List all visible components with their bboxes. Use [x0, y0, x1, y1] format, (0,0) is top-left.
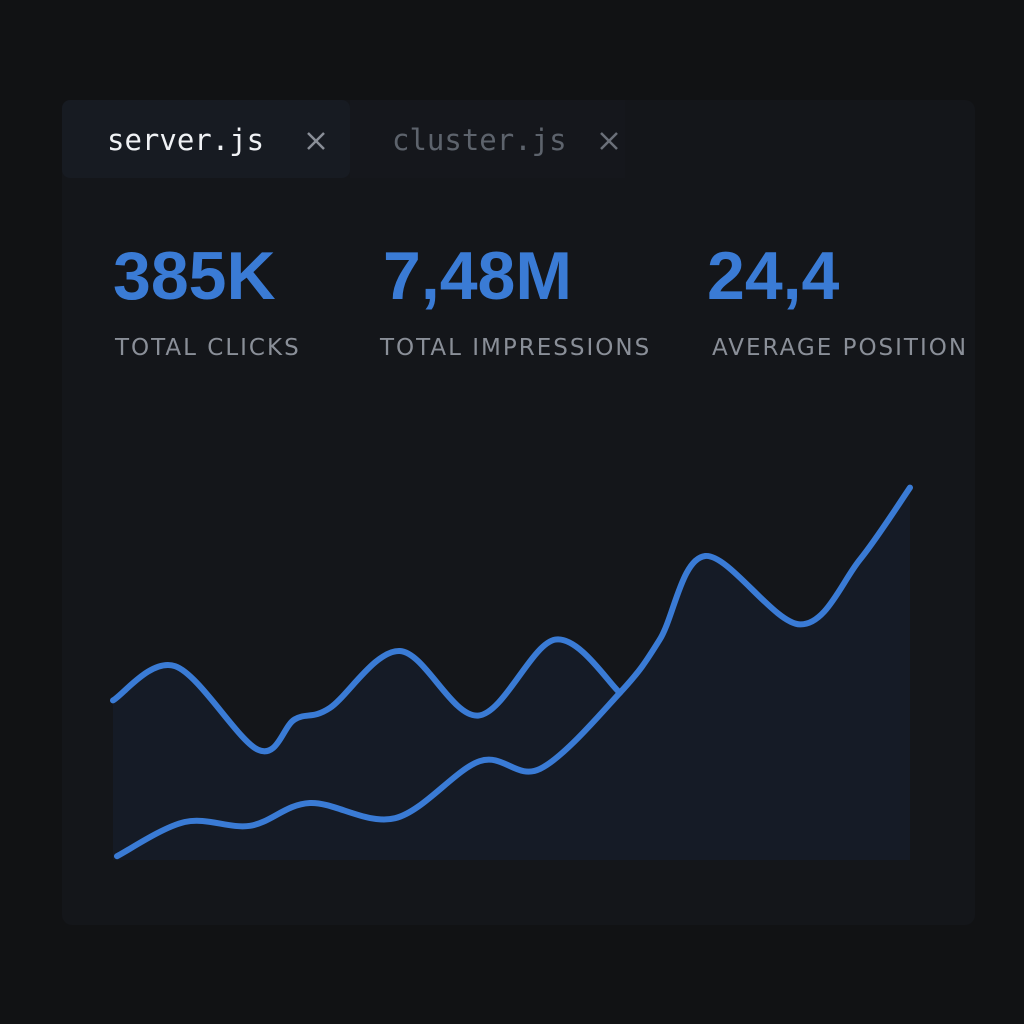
- stat-value: 24,4: [707, 238, 840, 314]
- inactive-tab[interactable]: [350, 100, 625, 178]
- active-tab[interactable]: [62, 100, 350, 178]
- stat-label: TOTAL IMPRESSIONS: [379, 335, 651, 361]
- line: [110, 636, 623, 755]
- close-icon[interactable]: [307, 132, 325, 150]
- tab-label[interactable]: cluster.js: [392, 123, 567, 157]
- stat-value: 385K: [113, 238, 276, 314]
- area-fill: [116, 487, 911, 860]
- stat-label: AVERAGE POSITION: [712, 335, 968, 361]
- close-icon[interactable]: [600, 132, 618, 150]
- stat-value: 7,48M: [383, 238, 572, 314]
- tab-label[interactable]: server.js: [107, 123, 264, 157]
- stat-label: TOTAL CLICKS: [114, 335, 301, 361]
- line: [113, 484, 913, 860]
